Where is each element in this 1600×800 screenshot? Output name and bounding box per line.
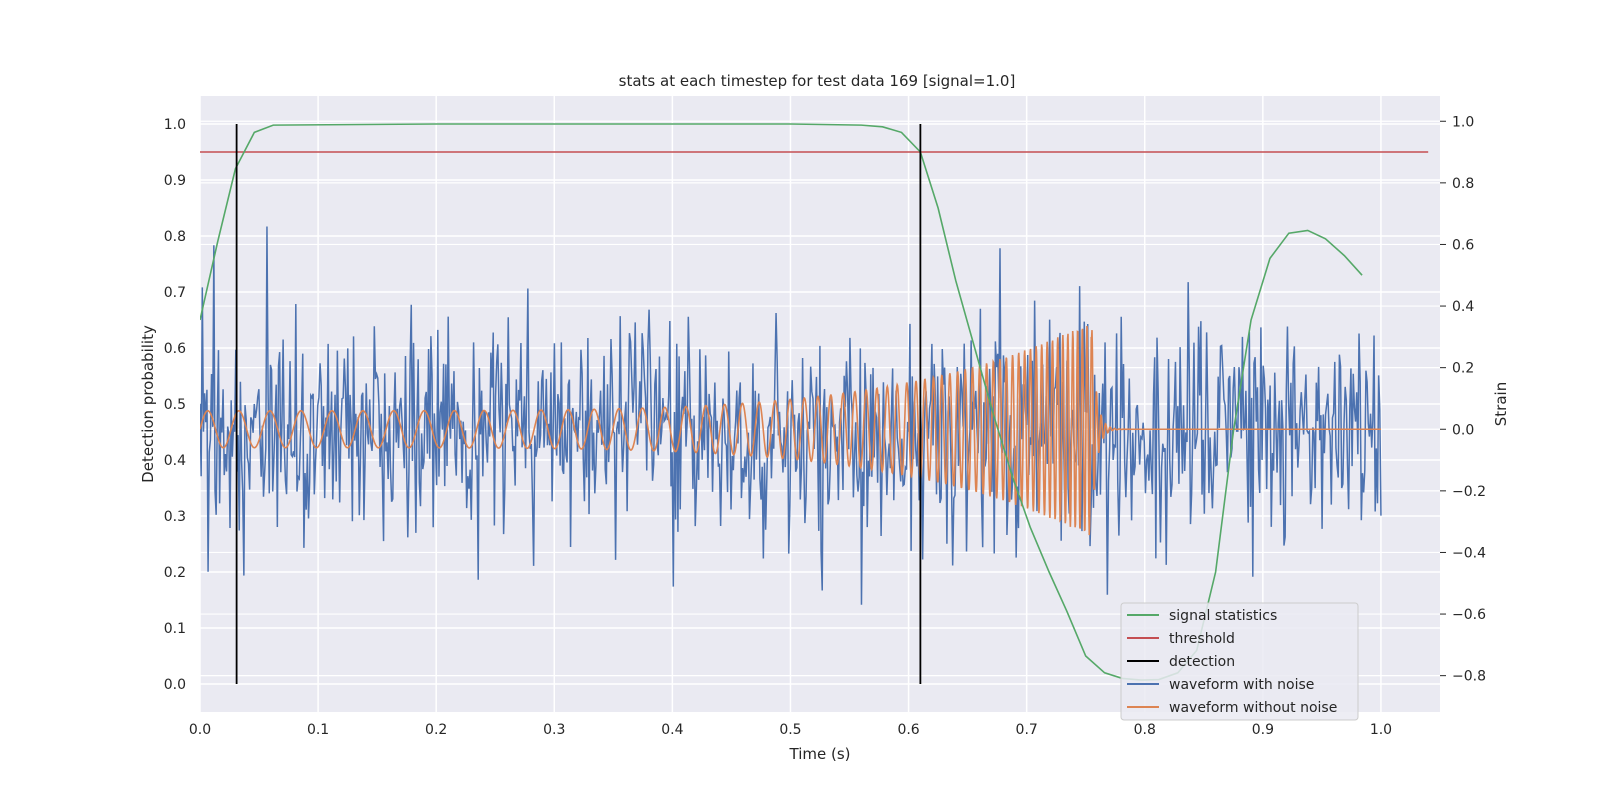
x-tick-label-6: 0.6 [897,722,919,738]
x-axis: 0.0 0.1 0.2 0.3 0.4 0.5 0.6 0.7 0.8 0.9 1.0 [189,722,1392,738]
x-tick-label-2: 0.2 [425,722,447,738]
legend-box [1120,602,1359,721]
chart-title: stats at each timestep for test data 169… [619,72,1016,90]
right-y-tick-label-5: 0.2 [1452,361,1474,377]
series-waveform-without-noise [200,325,1381,536]
right-y-axis-label: Strain [1492,382,1510,426]
left-y-tick-label-8: 0.8 [164,229,186,245]
right-y-tick-label-7: 0.6 [1452,237,1474,253]
right-y-tick-label-8: 0.8 [1452,176,1474,192]
legend-label-waveform-with-noise: waveform with noise [1169,677,1314,693]
series-signal-statistics [200,123,1363,681]
x-tick-label-10: 1.0 [1370,722,1392,738]
x-tick-label-4: 0.4 [661,722,683,738]
x-tick-label-3: 0.3 [543,722,565,738]
legend-label-threshold: threshold [1169,631,1235,647]
right-y-tick-label-0: −0.8 [1452,669,1486,685]
right-y-tick-label-9: 1.0 [1452,114,1474,130]
legend-label-detection: detection [1169,654,1235,670]
right-y-tick-label-3: −0.2 [1452,484,1486,500]
left-y-tick-label-5: 0.5 [164,397,186,413]
left-y-tick-label-7: 0.7 [164,285,186,301]
series-layer [200,123,1429,684]
x-tick-label-7: 0.7 [1016,722,1038,738]
x-tick-label-0: 0.0 [189,722,211,738]
right-y-tick-label-1: −0.6 [1452,607,1486,623]
right-y-axis: −0.8 −0.6 −0.4 −0.2 0.0 0.2 0.4 0.6 0.8 1.0 [1440,114,1486,685]
x-axis-label: Time (s) [789,745,851,763]
right-y-tick-label-2: −0.4 [1452,545,1486,561]
legend-label-waveform-without-noise: waveform without noise [1169,700,1337,716]
left-y-tick-label-2: 0.2 [164,565,186,581]
left-y-axis: 0.0 0.1 0.2 0.3 0.4 0.5 0.6 0.7 0.8 0.9 1.0 [164,117,186,693]
left-y-tick-label-6: 0.6 [164,341,186,357]
series-clip-group [200,123,1429,684]
left-y-tick-label-4: 0.4 [164,453,186,469]
legend: signal statistics threshold detection wa… [1120,602,1359,721]
right-y-tick-label-4: 0.0 [1452,422,1474,438]
left-y-tick-label-1: 0.1 [164,621,186,637]
left-y-axis-label: Detection probability [139,325,157,483]
x-tick-label-8: 0.8 [1134,722,1156,738]
left-y-tick-label-3: 0.3 [164,509,186,525]
left-y-tick-label-10: 1.0 [164,117,186,133]
left-y-tick-label-0: 0.0 [164,677,186,693]
right-y-tick-label-6: 0.4 [1452,299,1474,315]
legend-label-signal-statistics: signal statistics [1169,608,1277,624]
x-tick-label-9: 0.9 [1252,722,1274,738]
series-waveform-with-noise [200,226,1382,605]
x-tick-label-1: 0.1 [307,722,329,738]
x-tick-label-5: 0.5 [779,722,801,738]
left-y-tick-label-9: 0.9 [164,173,186,189]
